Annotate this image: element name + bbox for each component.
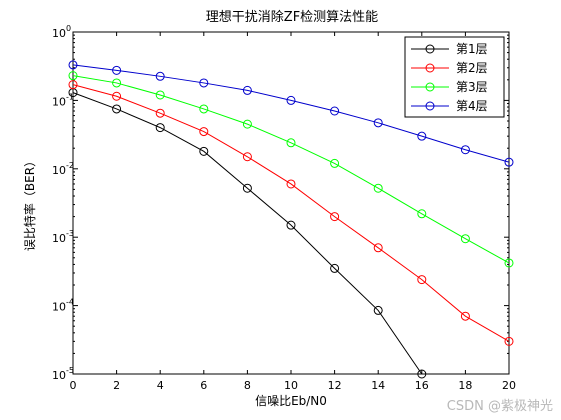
series-line-2 [72, 84, 510, 342]
data-point [373, 243, 383, 253]
data-point [286, 95, 296, 105]
y-tick-base: 10 [52, 27, 66, 40]
y-tick-base: 10 [52, 95, 66, 108]
data-point [155, 108, 165, 118]
y-tick-exponent: -1 [66, 92, 74, 101]
x-tick-label: 8 [244, 379, 251, 392]
data-point [373, 183, 383, 193]
y-tick-label: 10-1 [52, 92, 74, 108]
data-point [112, 65, 122, 75]
data-point [242, 183, 252, 193]
series-line-1 [72, 92, 423, 375]
y-tick-exponent: -4 [66, 298, 74, 307]
series-layer [68, 60, 514, 379]
data-point [504, 336, 514, 346]
legend-marker [425, 44, 435, 54]
y-tick-base: 10 [52, 301, 66, 314]
series-line-4 [72, 64, 510, 163]
x-tick-label: 12 [328, 379, 342, 392]
legend-label: 第3层 [456, 80, 488, 94]
data-point [155, 90, 165, 100]
data-point [286, 220, 296, 230]
x-tick-label: 18 [458, 379, 472, 392]
legend-label: 第4层 [456, 99, 488, 113]
x-tick-label: 16 [415, 379, 429, 392]
chart-title: 理想干扰消除ZF检测算法性能 [206, 9, 378, 25]
data-point [330, 158, 340, 168]
data-point [460, 234, 470, 244]
data-point [286, 179, 296, 189]
data-point [112, 104, 122, 114]
watermark: CSDN @紫极神光 [446, 399, 553, 414]
x-tick-label: 0 [70, 379, 77, 392]
x-tick-label: 20 [502, 379, 516, 392]
y-axis-label: 误比特率（BER） [22, 155, 37, 251]
y-tick-label: 10-5 [52, 366, 74, 382]
data-point [460, 145, 470, 155]
data-point [199, 78, 209, 88]
legend-box [404, 36, 505, 118]
data-point [417, 131, 427, 141]
data-point [330, 263, 340, 273]
x-tick-label: 14 [371, 379, 385, 392]
data-point [112, 91, 122, 101]
data-point [68, 71, 78, 81]
data-point [286, 138, 296, 148]
y-tick-base: 10 [52, 232, 66, 245]
data-point [417, 369, 427, 379]
y-tick-exponent: -3 [66, 229, 74, 238]
x-tick-label: 2 [113, 379, 120, 392]
data-point [68, 80, 78, 90]
y-tick-label: 10-4 [52, 298, 74, 314]
y-tick-base: 10 [52, 369, 66, 382]
y-tick-label: 100 [52, 24, 71, 40]
data-point [330, 106, 340, 116]
data-point [504, 258, 514, 268]
y-tick-base: 10 [52, 164, 66, 177]
legend-marker [425, 101, 435, 111]
data-point [330, 212, 340, 222]
data-point [417, 275, 427, 285]
x-tick-label: 10 [284, 379, 298, 392]
y-tick-label: 10-2 [52, 161, 74, 177]
y-tick-label: 10-3 [52, 229, 74, 245]
x-tick-label: 4 [157, 379, 164, 392]
data-point [460, 311, 470, 321]
data-point [199, 146, 209, 156]
data-point [373, 305, 383, 315]
data-point [199, 127, 209, 137]
data-point [68, 60, 78, 70]
data-point [242, 152, 252, 162]
y-tick-exponent: -5 [66, 366, 74, 375]
y-tick-exponent: -2 [66, 161, 74, 170]
legend-marker [425, 82, 435, 92]
legend-marker [425, 63, 435, 73]
series-line-3 [72, 75, 510, 264]
data-point [242, 119, 252, 129]
x-axis-label: 信噪比Eb/N0 [255, 394, 327, 408]
data-point [112, 78, 122, 88]
data-point [155, 123, 165, 133]
x-axis: 0 2 4 6 8 10 12 14 16 18 20 [70, 32, 516, 392]
data-point [199, 104, 209, 114]
legend-label: 第2层 [456, 61, 488, 75]
y-tick-exponent: 0 [66, 24, 71, 33]
data-point [242, 85, 252, 95]
data-point [504, 157, 514, 167]
data-point [417, 209, 427, 219]
data-point [373, 118, 383, 128]
legend-label: 第1层 [456, 42, 488, 56]
x-tick-label: 6 [200, 379, 207, 392]
data-point [155, 71, 165, 81]
